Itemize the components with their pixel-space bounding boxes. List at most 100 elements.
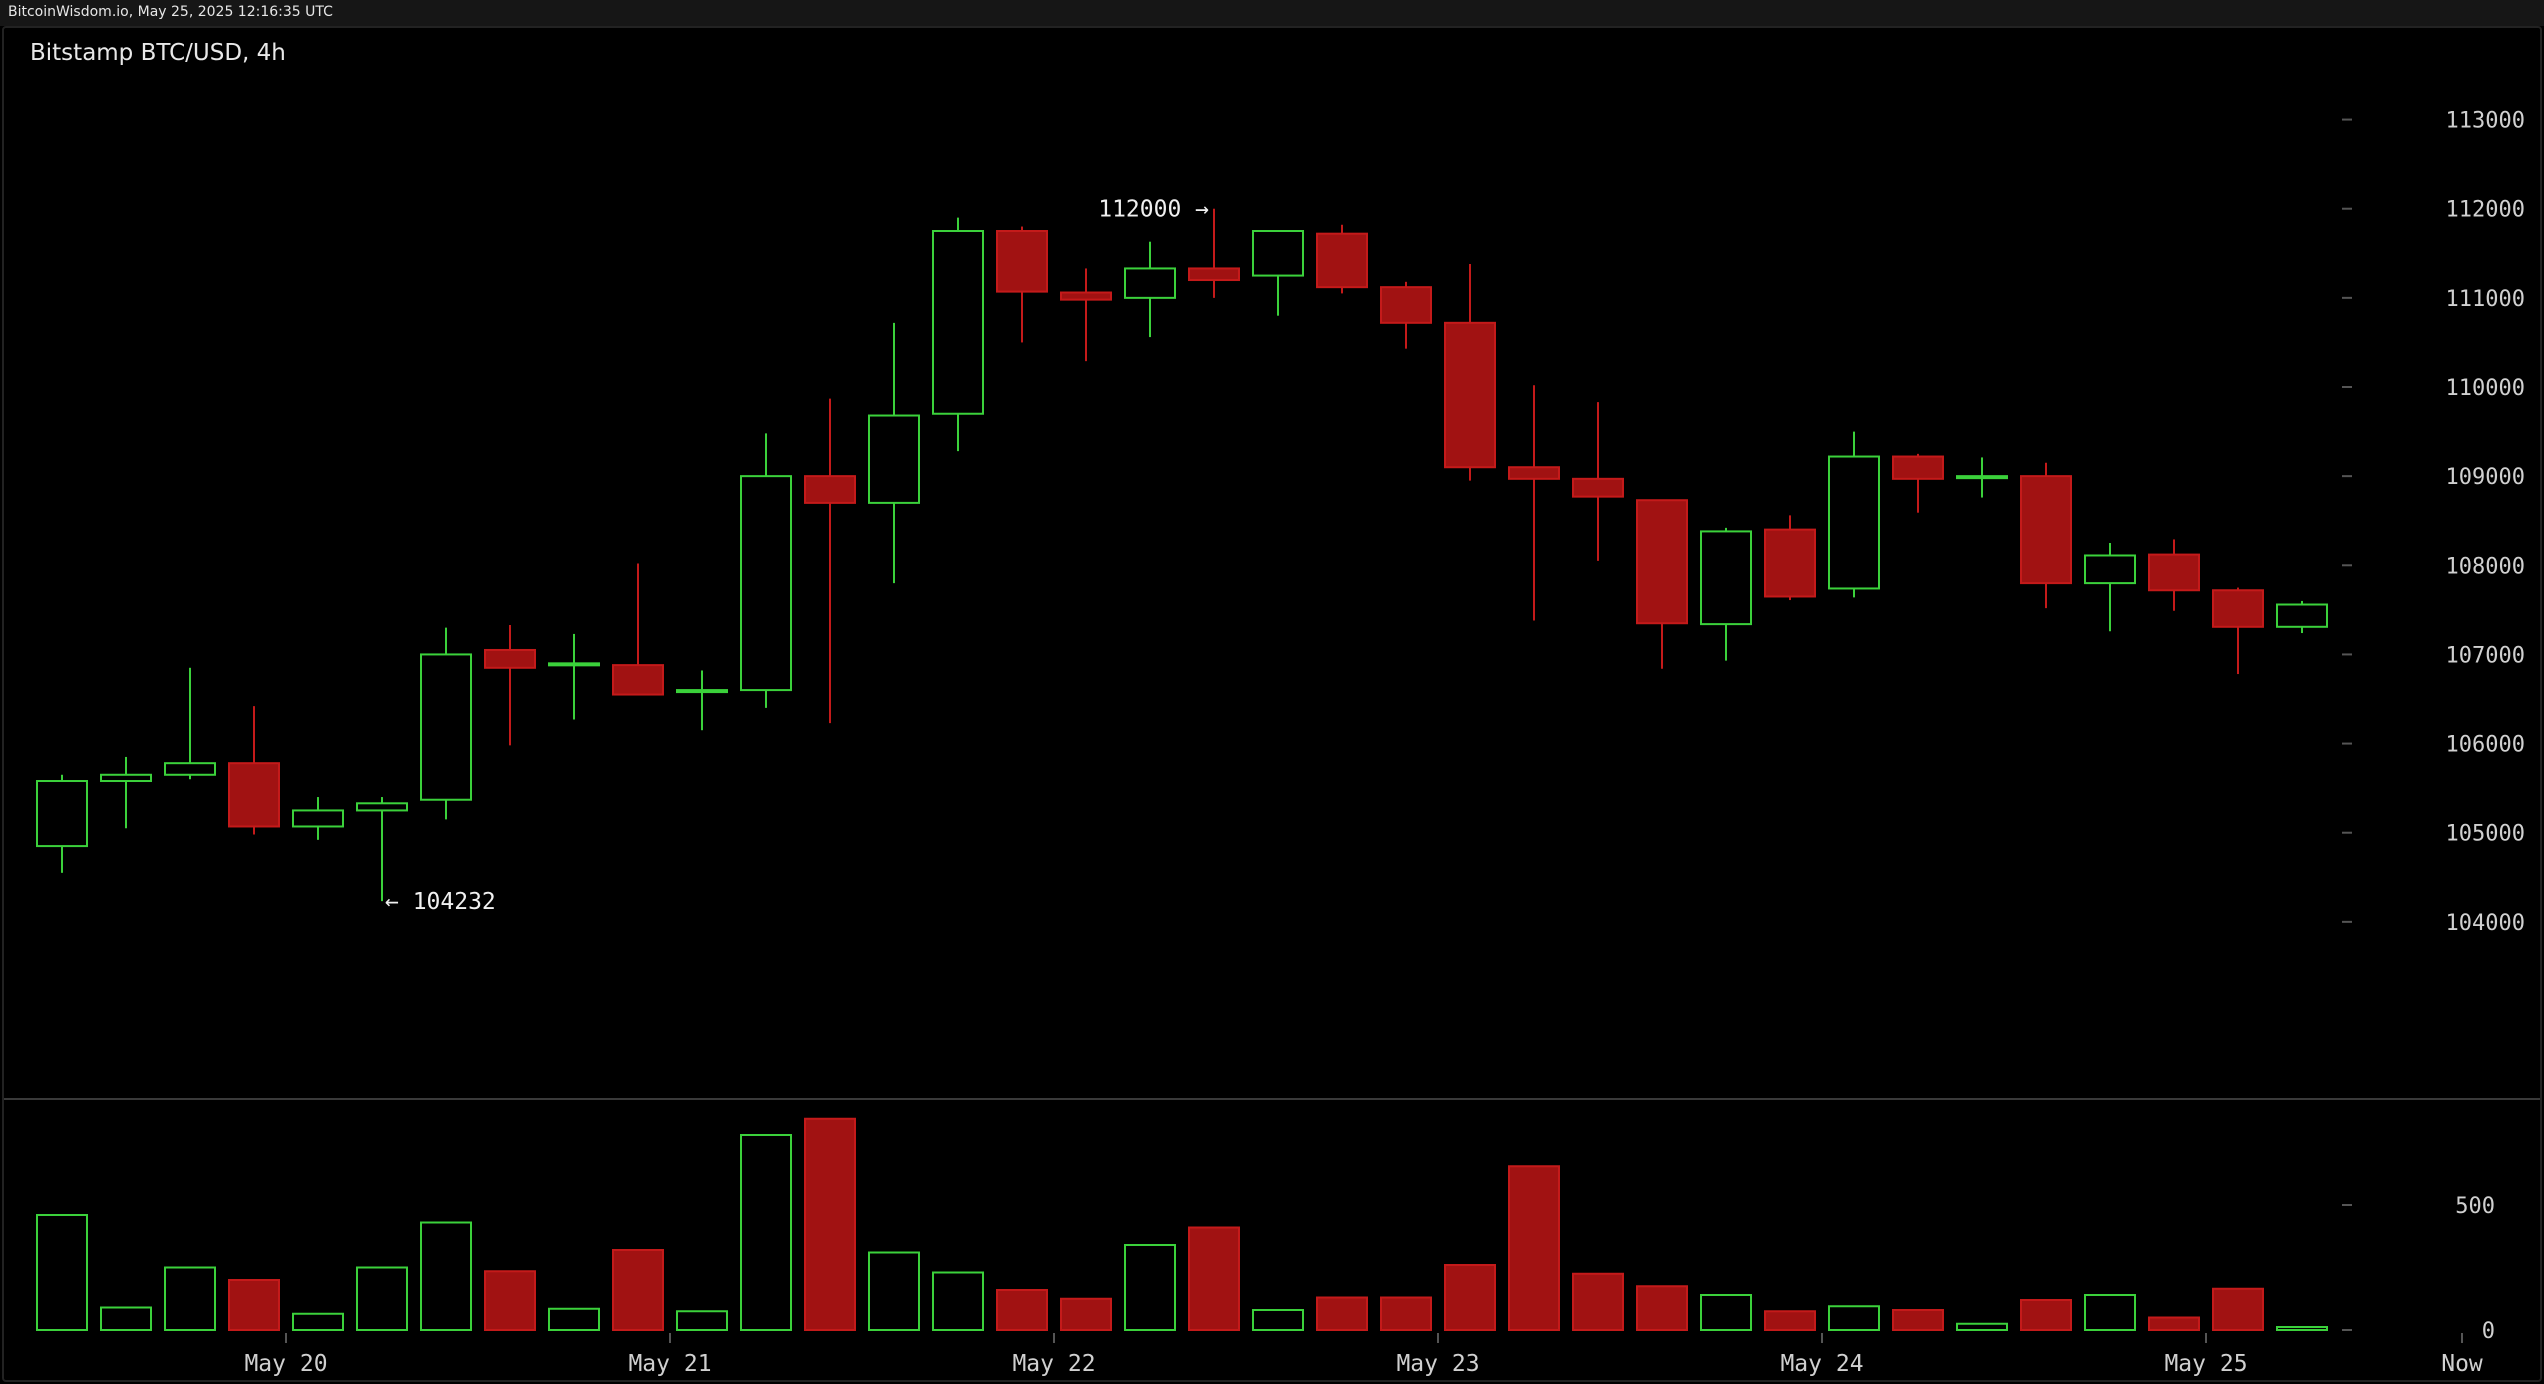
annotations: 112000 → ← 104232 [385,197,1209,915]
candle[interactable] [612,563,664,696]
candle-body [2148,553,2200,592]
candle[interactable] [1380,281,1432,349]
volume-bar[interactable] [612,1249,664,1331]
volume-bar[interactable] [100,1306,152,1331]
volume-bar[interactable] [484,1270,536,1331]
volume-bar[interactable] [1892,1309,1944,1331]
candle-body [1956,475,2008,480]
candle-body [2084,554,2136,585]
source-timestamp: BitcoinWisdom.io, May 25, 2025 12:16:35 … [8,4,333,20]
price-tick-label: 112000 [2446,198,2525,223]
candle[interactable] [996,226,1048,343]
candle[interactable] [2020,462,2072,609]
date-tick-label: May 23 [1396,1351,1479,1377]
candle[interactable] [164,667,216,780]
volume-bar[interactable] [1636,1285,1688,1331]
price-tick-label: 104000 [2446,911,2525,936]
candle[interactable] [740,433,792,708]
volume-bar[interactable] [1956,1322,2008,1331]
candle[interactable] [420,627,472,820]
date-tick-label: Now [2441,1351,2483,1377]
candle[interactable] [1252,230,1304,316]
candle[interactable] [1508,385,1560,621]
price-tick-label: 110000 [2446,376,2525,401]
volume-bar[interactable] [2212,1287,2264,1331]
candle[interactable] [804,398,856,724]
candle[interactable] [1956,457,2008,498]
volume-tick-label: 0 [2482,1319,2495,1344]
candle-body [1572,477,1624,498]
candle[interactable] [1636,499,1688,669]
volume-bar[interactable] [1828,1305,1880,1331]
volume-bar[interactable] [36,1214,88,1331]
candle[interactable] [932,217,984,452]
candle[interactable] [676,670,728,731]
candle[interactable] [868,322,920,584]
candle[interactable] [1124,241,1176,338]
volume-bar[interactable] [548,1307,600,1331]
candle-body [1892,455,1944,480]
volume-bar[interactable] [356,1266,408,1331]
volume-bar[interactable] [1252,1309,1304,1331]
price-tick-label: 108000 [2446,554,2525,579]
candle[interactable] [2148,539,2200,611]
candle[interactable] [1188,208,1240,298]
candle[interactable] [1060,268,1112,362]
volume-bar[interactable] [932,1271,984,1331]
candle[interactable] [1764,515,1816,601]
volume-bar[interactable] [868,1251,920,1331]
volume-bar[interactable] [228,1279,280,1331]
volume-bar[interactable] [1444,1264,1496,1331]
candle[interactable] [548,633,600,720]
volume-bar[interactable] [1700,1294,1752,1331]
volume-bar[interactable] [2276,1326,2328,1331]
volume-series [36,1117,2328,1331]
candle-body [676,689,728,694]
volume-bar[interactable] [2020,1299,2072,1331]
candle[interactable] [292,797,344,840]
volume-bar[interactable] [420,1221,472,1331]
volume-bar[interactable] [1188,1226,1240,1331]
price-tick-label: 111000 [2446,287,2525,312]
candle[interactable] [2084,543,2136,632]
candle[interactable] [1828,431,1880,598]
volume-bar[interactable] [1572,1272,1624,1331]
candle-body [1252,230,1304,277]
candle[interactable] [1444,263,1496,481]
volume-bar[interactable] [1124,1244,1176,1331]
candle[interactable] [100,756,152,829]
volume-bar[interactable] [1060,1297,1112,1331]
volume-bar[interactable] [676,1310,728,1331]
candle[interactable] [1572,402,1624,561]
candle[interactable] [356,797,408,902]
volume-bar[interactable] [804,1117,856,1331]
candle-body [804,475,856,504]
volume-bar[interactable] [740,1134,792,1331]
candle[interactable] [2212,587,2264,675]
candle[interactable] [2276,600,2328,634]
volume-bar[interactable] [996,1289,1048,1331]
candle[interactable] [1700,527,1752,661]
price-tick-label: 106000 [2446,733,2525,758]
volume-bar[interactable] [1764,1310,1816,1331]
volume-bar[interactable] [164,1266,216,1331]
candle-body [868,414,920,504]
candle[interactable] [36,774,88,873]
candle[interactable] [1316,224,1368,294]
volume-bar[interactable] [2084,1294,2136,1331]
candle-body [1060,291,1112,301]
volume-bar[interactable] [292,1312,344,1331]
volume-bar[interactable] [1316,1296,1368,1331]
candle-body [164,762,216,776]
volume-bar[interactable] [1380,1296,1432,1331]
volume-bar[interactable] [1508,1165,1560,1331]
candle-body [2212,589,2264,628]
candle-body [1508,466,1560,480]
low-price-annotation: ← 104232 [385,889,496,915]
candle[interactable] [1892,453,1944,513]
candle[interactable] [484,625,536,746]
volume-bar[interactable] [2148,1316,2200,1331]
candle[interactable] [228,706,280,835]
chart-title: Bitstamp BTC/USD, 4h [30,40,286,66]
